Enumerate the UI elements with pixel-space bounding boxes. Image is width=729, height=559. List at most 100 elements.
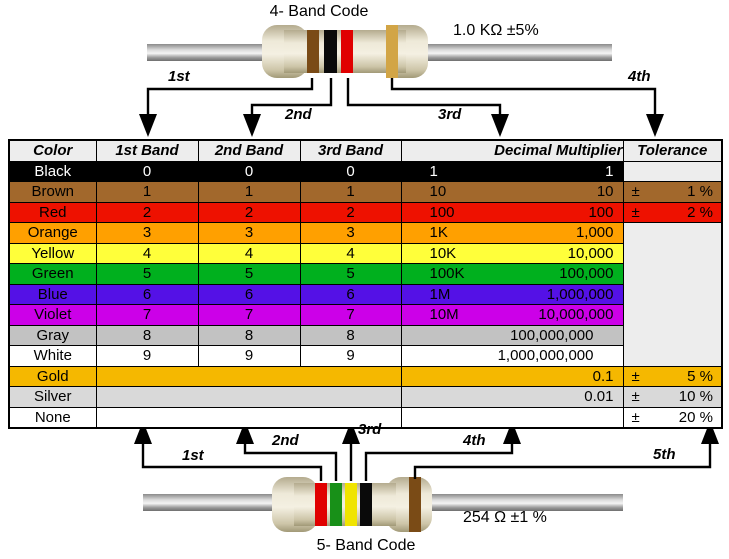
- top-band-label-4th: 4th: [628, 68, 651, 85]
- bottom-band-1: [315, 483, 327, 526]
- tolerance-cell: ±10 %: [622, 386, 723, 408]
- table-row: Black 0 0 0 1 1: [8, 160, 723, 182]
- table-row: Violet 7 7 7 10M 10,000,000: [8, 304, 722, 326]
- arrowhead-up-1: [134, 421, 152, 444]
- top-resistor-spec: 1.0 KΩ ±5%: [453, 22, 539, 39]
- table-row: None ±20 %: [8, 406, 723, 429]
- table-row: Yellow 4 4 4 10K 10,000: [8, 242, 722, 264]
- arrowhead-up-2: [236, 421, 254, 444]
- tolerance-cell: ±2 %: [622, 201, 723, 223]
- bottom-band-5: [409, 477, 421, 532]
- table-row: Blue 6 6 6 1M 1,000,000: [8, 283, 722, 305]
- multiplier-cell: [400, 406, 624, 429]
- table-row: White 9 9 9 1,000,000,000: [8, 345, 722, 367]
- band-value-cell: 6: [299, 283, 402, 305]
- table-row: Brown 1 1 1 10 10 ±1 %: [8, 181, 723, 203]
- table-row: Silver 0.01 ±10 %: [8, 386, 723, 408]
- band-empty-cell: [95, 365, 402, 387]
- bottom-band-4: [360, 483, 372, 526]
- band-value-cell: 4: [95, 242, 199, 264]
- color-name-cell: Violet: [8, 304, 97, 326]
- multiplier-cell: 100 100: [400, 201, 624, 223]
- color-code-table: Color 1st Band 2nd Band 3rd Band Decimal…: [8, 139, 723, 429]
- multiplier-cell: 1M 1,000,000: [400, 283, 624, 305]
- tolerance-cell: [622, 160, 723, 182]
- header-3rd-band: 3rd Band: [299, 139, 402, 162]
- band-value-cell: 9: [299, 345, 402, 367]
- multiplier-cell: 0.01: [400, 386, 624, 408]
- color-name-cell: Gold: [8, 365, 97, 387]
- color-name-cell: Yellow: [8, 242, 97, 264]
- color-name-cell: Silver: [8, 386, 97, 408]
- tolerance-cell: ±20 %: [622, 406, 723, 429]
- color-name-cell: Green: [8, 263, 97, 285]
- color-name-cell: None: [8, 406, 97, 429]
- bottom-band-label-3rd: 3rd: [358, 421, 382, 438]
- color-name-cell: White: [8, 345, 97, 367]
- multiplier-cell: 10 10: [400, 181, 624, 203]
- header-tolerance: Tolerance: [622, 139, 723, 162]
- band-empty-cell: [95, 406, 402, 429]
- top-band-1: [307, 30, 319, 73]
- band-value-cell: 8: [299, 324, 402, 346]
- header-1st-band: 1st Band: [95, 139, 199, 162]
- band-value-cell: 7: [197, 304, 301, 326]
- bottom-resistor: [143, 477, 623, 532]
- multiplier-cell: 100K 100,000: [400, 263, 624, 285]
- band-value-cell: 5: [95, 263, 199, 285]
- band-value-cell: 7: [95, 304, 199, 326]
- multiplier-cell: 1K 1,000: [400, 222, 624, 244]
- band-value-cell: 9: [197, 345, 301, 367]
- band-value-cell: 2: [95, 201, 199, 223]
- top-band-3: [341, 30, 353, 73]
- bottom-band-label-1st: 1st: [182, 447, 204, 464]
- table-row: Gold 0.1 ±5 %: [8, 365, 723, 387]
- band-value-cell: 1: [299, 181, 402, 203]
- top-band-4: [386, 25, 398, 78]
- multiplier-cell: 0.1: [400, 365, 624, 387]
- multiplier-cell: 100,000,000: [400, 324, 624, 346]
- top-resistor-title: 4- Band Code: [269, 3, 369, 20]
- bottom-resistor-spec: 254 Ω ±1 %: [463, 509, 547, 526]
- band-value-cell: 0: [197, 160, 301, 182]
- header-color: Color: [8, 139, 97, 162]
- bottom-band-2: [330, 483, 342, 526]
- multiplier-cell: 10K 10,000: [400, 242, 624, 264]
- band-value-cell: 5: [197, 263, 301, 285]
- arrowhead-up-5: [701, 421, 719, 444]
- top-band-label-3rd: 3rd: [438, 106, 462, 123]
- band-value-cell: 7: [299, 304, 402, 326]
- band-value-cell: 0: [95, 160, 199, 182]
- color-name-cell: Black: [8, 160, 97, 182]
- band-value-cell: 3: [95, 222, 199, 244]
- top-band-label-2nd: 2nd: [285, 106, 312, 123]
- band-value-cell: 4: [197, 242, 301, 264]
- band-value-cell: 3: [299, 222, 402, 244]
- top-arrows: [139, 78, 664, 137]
- bottom-band-label-2nd: 2nd: [272, 432, 299, 449]
- arrowhead-up-4: [503, 421, 521, 444]
- band-value-cell: 1: [95, 181, 199, 203]
- tolerance-cell: ±5 %: [622, 365, 723, 387]
- band-value-cell: 2: [197, 201, 301, 223]
- band-value-cell: 3: [197, 222, 301, 244]
- bottom-resistor-title: 5- Band Code: [316, 537, 416, 554]
- color-name-cell: Red: [8, 201, 97, 223]
- table-row: Orange 3 3 3 1K 1,000: [8, 222, 723, 367]
- band-value-cell: 6: [95, 283, 199, 305]
- arrowhead-down-4: [646, 114, 664, 137]
- band-value-cell: 9: [95, 345, 199, 367]
- tolerance-cell: ±1 %: [622, 181, 723, 203]
- band-value-cell: 8: [197, 324, 301, 346]
- bottom-band-label-5th: 5th: [653, 446, 676, 463]
- color-name-cell: Brown: [8, 181, 97, 203]
- arrowhead-up-3: [342, 421, 360, 444]
- band-value-cell: 4: [299, 242, 402, 264]
- bottom-arrows: [134, 421, 719, 481]
- top-band-2: [324, 30, 337, 73]
- multiplier-cell: 1,000,000,000: [400, 345, 624, 367]
- band-value-cell: 8: [95, 324, 199, 346]
- table-row: Green 5 5 5 100K 100,000: [8, 263, 722, 285]
